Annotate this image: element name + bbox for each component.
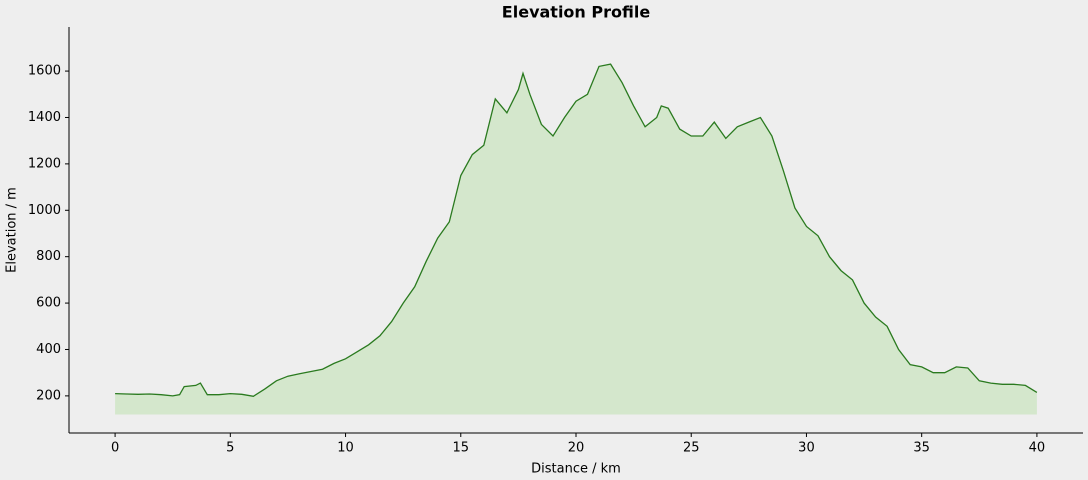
area-fill <box>115 64 1037 415</box>
y-axis-label: Elevation / m <box>5 187 20 273</box>
x-tick-label: 15 <box>452 441 469 456</box>
chart-title: Elevation Profile <box>502 3 651 22</box>
y-tick-label: 800 <box>36 249 61 264</box>
x-tick-label: 40 <box>1029 441 1046 456</box>
y-tick-label: 200 <box>36 388 61 403</box>
y-tick-label: 1000 <box>28 203 61 218</box>
y-tick-label: 1400 <box>28 110 61 125</box>
x-axis-label: Distance / km <box>531 462 621 477</box>
y-tick-label: 600 <box>36 296 61 311</box>
y-tick-label: 400 <box>36 342 61 357</box>
y-tick-label: 1600 <box>28 64 61 79</box>
x-tick-label: 25 <box>683 441 700 456</box>
y-tick-label: 1200 <box>28 156 61 171</box>
x-tick-label: 20 <box>568 441 585 456</box>
x-tick-label: 30 <box>798 441 815 456</box>
x-tick-label: 0 <box>111 441 119 456</box>
elevation-line <box>115 63 1038 397</box>
x-tick-label: 5 <box>226 441 234 456</box>
x-tick-label: 10 <box>337 441 354 456</box>
x-tick-label: 35 <box>913 441 930 456</box>
